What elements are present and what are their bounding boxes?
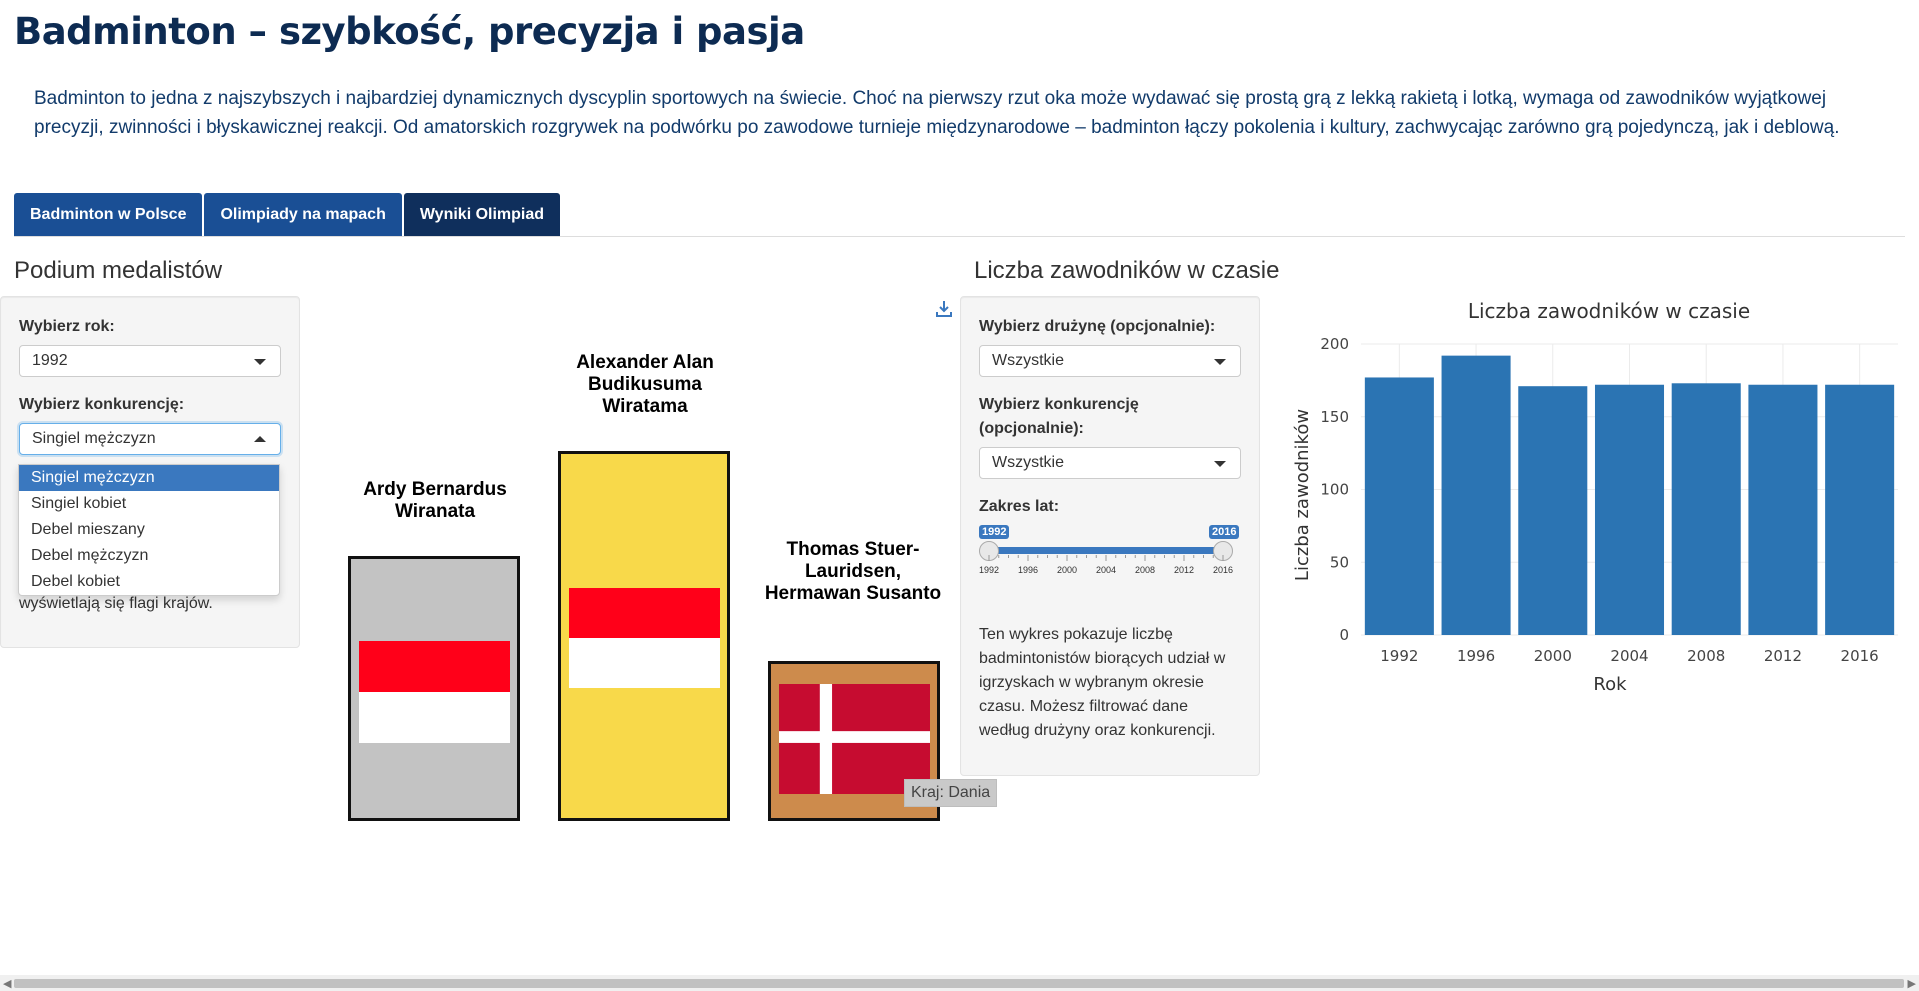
athletes-description: Ten wykres pokazuje liczbę badmintonistó… (979, 626, 1226, 739)
slider-tick-label: 1996 (1017, 565, 1039, 575)
denmark-flag-icon (779, 684, 930, 794)
tab-badminton-w-polsce[interactable]: Badminton w Polsce (14, 193, 203, 237)
chart-x-tick-label: 2012 (1764, 647, 1802, 665)
chart-x-tick-label: 2016 (1841, 647, 1879, 665)
intro-text: Badminton to jedna z najszybszych i najb… (34, 88, 1840, 138)
chart-bar-1992[interactable] (1364, 377, 1434, 635)
chart-x-axis-label: Rok (1593, 674, 1627, 695)
year-range-slider[interactable]: 1992 2016 1992 1996 2000 2004 2008 2012 2016 (979, 525, 1241, 595)
event-label: Wybierz konkurencję: (19, 396, 185, 413)
slider-tick-label: 2000 (1056, 565, 1078, 575)
tab-bar: Badminton w Polsce Olimpiady na mapach W… (14, 193, 561, 237)
slider-tick-label: 2012 (1173, 565, 1195, 575)
chart-y-axis-label: Liczba zawodników (1292, 409, 1313, 581)
year-select-value: 1992 (32, 352, 68, 369)
slider-tick-label: 2008 (1134, 565, 1156, 575)
download-icon[interactable] (936, 300, 952, 318)
chart-y-ticks: 0 50 100 150 200 (1320, 335, 1349, 644)
event-select[interactable]: Singiel mężczyzn (19, 423, 281, 455)
chart-bars (1364, 355, 1895, 635)
slider-track[interactable] (989, 547, 1223, 554)
chart-x-tick-label: 2004 (1610, 647, 1648, 665)
chevron-down-icon (1214, 461, 1226, 467)
athletes-section-title: Liczba zawodników w czasie (974, 257, 1280, 284)
chart-bar-1996[interactable] (1441, 355, 1511, 635)
chevron-down-icon (1214, 359, 1226, 365)
second-place-podium[interactable] (348, 556, 520, 821)
chart-bar-2004[interactable] (1594, 384, 1665, 635)
chart-y-tick-label: 150 (1320, 408, 1349, 426)
chart-bar-2012[interactable] (1748, 384, 1818, 635)
slider-tick-label: 2004 (1095, 565, 1117, 575)
year-range-label: Zakres lat: (979, 498, 1060, 515)
slider-tick-label: 2016 (1212, 565, 1234, 575)
second-place-name: Ardy Bernardus Wiranata (363, 479, 507, 522)
event-option-singiel-mezczyzn[interactable]: Singiel mężczyzn (19, 465, 279, 491)
chart-title: Liczba zawodników w czasie (1468, 299, 1750, 323)
chart-x-tick-label: 2008 (1687, 647, 1725, 665)
indonesia-flag-icon (569, 588, 720, 688)
athletes-event-select-value: Wszystkie (992, 454, 1064, 471)
podium-note-text: wyświetlają się flagi krajów. (19, 595, 213, 612)
chevron-up-icon (254, 436, 266, 442)
podium-section-title: Podium medalistów (14, 257, 223, 284)
chart-y-tick-label: 0 (1339, 626, 1349, 644)
first-place-name: Alexander Alan Budikusuma Wiratama (576, 352, 714, 417)
athletes-event-label: Wybierz konkurencję (opcjonalnie): (979, 396, 1139, 437)
athletes-event-select[interactable]: Wszystkie (979, 447, 1241, 479)
first-place-podium[interactable] (558, 451, 730, 821)
chart-bar-2008[interactable] (1671, 383, 1741, 635)
chart-bar-2000[interactable] (1518, 386, 1588, 635)
tabs-divider (14, 236, 1905, 237)
slider-tick-labels: 1992 1996 2000 2004 2008 2012 2016 (979, 565, 1233, 577)
chart-y-tick-label: 100 (1320, 481, 1349, 499)
tab-olimpiady-na-mapach[interactable]: Olimpiady na mapach (204, 193, 402, 237)
tab-wyniki-olimpiad[interactable]: Wyniki Olimpiad (403, 193, 561, 237)
chart-bar-2016[interactable] (1825, 384, 1895, 635)
year-label: Wybierz rok: (19, 318, 115, 335)
slider-ticks (988, 555, 1224, 561)
team-select[interactable]: Wszystkie (979, 345, 1241, 377)
page-title: Badminton – szybkość, precyzja i pasja (14, 10, 805, 53)
chart-x-tick-label: 2000 (1534, 647, 1572, 665)
slider-min-badge: 1992 (979, 525, 1010, 539)
horizontal-scrollbar[interactable]: ◀ ▶ (0, 975, 1919, 991)
event-dropdown-menu: Singiel mężczyzn Singiel kobiet Debel mi… (18, 464, 280, 596)
scroll-right-icon[interactable]: ▶ (1907, 978, 1916, 990)
chart-x-ticks: 1992 1996 2000 2004 2008 2012 2016 (1380, 647, 1878, 665)
event-select-value: Singiel mężczyzn (32, 430, 156, 447)
athletes-bar-chart: Liczba zawodników w czasie 050100150200 … (1292, 299, 1898, 695)
scroll-left-icon[interactable]: ◀ (3, 978, 12, 990)
event-option-singiel-kobiet[interactable]: Singiel kobiet (31, 495, 127, 512)
third-place-name: Thomas Stuer-Lauridsen, Hermawan Susanto (764, 539, 942, 604)
chart-x-tick-label: 1992 (1380, 647, 1418, 665)
event-option-debel-mezczyzn[interactable]: Debel mężczyzn (31, 547, 149, 564)
country-tooltip: Kraj: Dania (904, 779, 998, 807)
chart-y-tick-label: 200 (1320, 335, 1349, 353)
scrollbar-thumb[interactable] (14, 979, 1904, 988)
year-select[interactable]: 1992 (19, 345, 281, 377)
chart-x-tick-label: 1996 (1457, 647, 1495, 665)
chevron-down-icon (254, 359, 266, 365)
indonesia-flag-icon (359, 641, 510, 743)
chart-y-tick-label: 50 (1330, 553, 1349, 571)
event-option-debel-mieszany[interactable]: Debel mieszany (31, 521, 145, 538)
event-option-debel-kobiet[interactable]: Debel kobiet (31, 573, 120, 590)
slider-max-badge: 2016 (1209, 525, 1240, 539)
team-label: Wybierz drużynę (opcjonalnie): (979, 318, 1216, 335)
slider-tick-label: 1992 (978, 565, 1000, 575)
team-select-value: Wszystkie (992, 352, 1064, 369)
athletes-sidebar-panel: Wybierz drużynę (opcjonalnie): Wszystkie… (960, 296, 1260, 776)
